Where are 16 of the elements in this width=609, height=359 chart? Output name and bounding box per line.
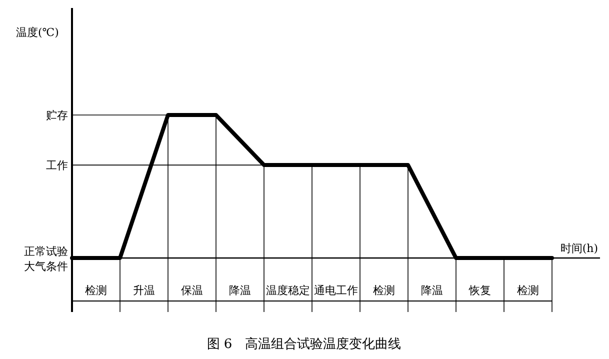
text: 降温 <box>421 284 443 297</box>
text: 温度(℃) <box>16 26 59 39</box>
text: 恢复 <box>468 284 491 297</box>
x-axis-title: 时间(h) <box>560 242 598 255</box>
text: 温度稳定 <box>266 284 310 297</box>
text: 升温 <box>133 284 155 297</box>
text: 图 6 高温组合试验温度变化曲线 <box>206 336 402 352</box>
text: 检测 <box>373 284 395 297</box>
ref-line-label: 正常试验大气条件 <box>24 245 68 273</box>
text: 检测 <box>517 284 539 297</box>
text: 检测 <box>85 284 107 297</box>
text: 保温 <box>181 284 203 297</box>
ref-line-label: 工作 <box>46 159 68 172</box>
ref-line-label: 贮存 <box>46 109 68 122</box>
text: 通电工作 <box>314 284 358 297</box>
text: 降温 <box>229 284 251 297</box>
